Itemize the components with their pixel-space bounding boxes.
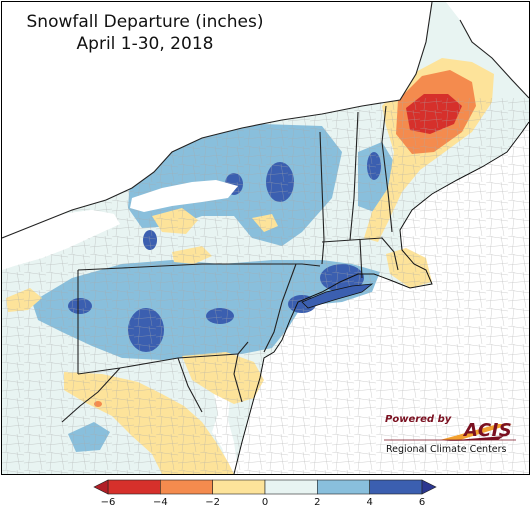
map-canvas (2, 2, 529, 474)
acis-logo: Powered by ACIS Regional Climate Centers (380, 410, 520, 460)
legend-below-arrow (93, 479, 109, 495)
map-frame (1, 1, 530, 475)
legend-tick-label: 2 (314, 497, 321, 508)
legend-tick-label: −2 (205, 497, 221, 508)
legend-tick-label: 6 (418, 497, 426, 508)
legend-tick-label: 4 (366, 497, 373, 508)
powered-by-text: Powered by (385, 414, 452, 425)
state-borders (2, 2, 529, 423)
legend-above-arrow (421, 479, 437, 495)
coastline (233, 121, 529, 474)
legend-bin (107, 479, 161, 495)
legend-bin (317, 479, 370, 495)
long-island (301, 283, 374, 309)
legend-colorbar (93, 479, 437, 495)
lake-erie-mask (2, 210, 120, 270)
lake-ontario-mask (130, 180, 238, 212)
legend-tick-label: −4 (152, 497, 168, 508)
legend-bin (212, 479, 266, 495)
acis-wordmark: ACIS (464, 420, 513, 441)
map-subtitle: April 1-30, 2018 (76, 34, 214, 54)
acis-swoosh-icon (384, 424, 516, 441)
map-title: Snowfall Departure (inches) (26, 12, 264, 32)
legend-bin (264, 479, 318, 495)
legend-bin (160, 479, 213, 495)
rcc-text: Regional Climate Centers (386, 444, 507, 455)
canada-mask (2, 2, 529, 238)
legend-tick-label: 0 (261, 497, 269, 508)
legend-tick-label: −6 (100, 497, 116, 508)
legend-bin (369, 479, 423, 495)
